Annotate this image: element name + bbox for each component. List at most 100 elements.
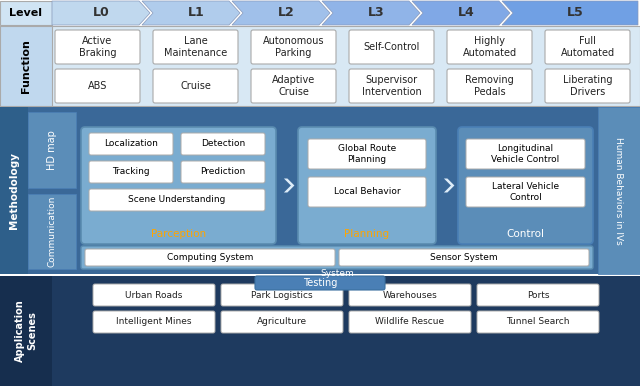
Text: System: System — [320, 269, 354, 278]
Bar — [0, 26, 52, 106]
FancyBboxPatch shape — [93, 311, 215, 333]
FancyBboxPatch shape — [93, 284, 215, 306]
FancyBboxPatch shape — [85, 249, 335, 266]
FancyBboxPatch shape — [221, 311, 343, 333]
Polygon shape — [232, 1, 330, 25]
FancyBboxPatch shape — [349, 311, 471, 333]
FancyBboxPatch shape — [458, 127, 593, 244]
FancyBboxPatch shape — [251, 69, 336, 103]
Text: Tunnel Search: Tunnel Search — [506, 318, 570, 327]
Text: L0: L0 — [93, 7, 109, 20]
Text: L2: L2 — [278, 7, 295, 20]
Polygon shape — [322, 1, 420, 25]
Bar — [0, 107, 640, 274]
Text: Urban Roads: Urban Roads — [125, 291, 182, 300]
Bar — [0, 276, 52, 386]
FancyBboxPatch shape — [298, 127, 436, 244]
Text: Human Behaviors in IVs: Human Behaviors in IVs — [614, 137, 623, 244]
Text: Agriculture: Agriculture — [257, 318, 307, 327]
Polygon shape — [444, 178, 454, 193]
FancyBboxPatch shape — [251, 30, 336, 64]
FancyBboxPatch shape — [349, 69, 434, 103]
Text: Scene Understanding: Scene Understanding — [128, 195, 226, 205]
Text: Lane
Maintenance: Lane Maintenance — [164, 36, 227, 58]
Text: Lateral Vehicle
Control: Lateral Vehicle Control — [492, 182, 559, 202]
FancyBboxPatch shape — [339, 249, 589, 266]
Text: Longitudinal
Vehicle Control: Longitudinal Vehicle Control — [492, 144, 559, 164]
FancyBboxPatch shape — [308, 177, 426, 207]
FancyBboxPatch shape — [477, 311, 599, 333]
FancyBboxPatch shape — [447, 30, 532, 64]
Text: Local Behavior: Local Behavior — [333, 188, 400, 196]
FancyBboxPatch shape — [349, 30, 434, 64]
FancyBboxPatch shape — [545, 30, 630, 64]
Text: Active
Braking: Active Braking — [79, 36, 116, 58]
FancyBboxPatch shape — [308, 139, 426, 169]
Text: HD map: HD map — [47, 130, 57, 170]
Text: Communication: Communication — [47, 196, 56, 267]
Text: Cruise: Cruise — [180, 81, 211, 91]
FancyBboxPatch shape — [349, 284, 471, 306]
Text: Planning: Planning — [344, 229, 390, 239]
Text: L4: L4 — [458, 7, 475, 20]
FancyBboxPatch shape — [221, 284, 343, 306]
Text: Self-Control: Self-Control — [364, 42, 420, 52]
Text: Sensor System: Sensor System — [430, 253, 498, 262]
Bar — [0, 276, 640, 386]
FancyBboxPatch shape — [466, 177, 585, 207]
Text: Adaptive
Cruise: Adaptive Cruise — [272, 75, 315, 97]
FancyBboxPatch shape — [466, 139, 585, 169]
Text: Testing: Testing — [303, 278, 337, 288]
Polygon shape — [52, 1, 150, 25]
Text: Localization: Localization — [104, 139, 158, 149]
Bar — [0, 1, 52, 25]
Polygon shape — [412, 1, 510, 25]
FancyBboxPatch shape — [181, 133, 265, 155]
Text: Global Route
Planning: Global Route Planning — [338, 144, 396, 164]
Text: Computing System: Computing System — [167, 253, 253, 262]
Text: Methodology: Methodology — [9, 152, 19, 229]
FancyBboxPatch shape — [89, 189, 265, 211]
Text: Prediction: Prediction — [200, 168, 246, 176]
Text: Removing
Pedals: Removing Pedals — [465, 75, 514, 97]
Bar — [0, 107, 28, 274]
Bar — [28, 193, 76, 269]
FancyBboxPatch shape — [81, 127, 276, 244]
Bar — [598, 107, 640, 274]
Text: Full
Automated: Full Automated — [561, 36, 614, 58]
Text: Function: Function — [21, 39, 31, 93]
Bar — [0, 26, 640, 106]
FancyBboxPatch shape — [81, 246, 593, 269]
Text: Detection: Detection — [201, 139, 245, 149]
FancyBboxPatch shape — [153, 69, 238, 103]
FancyBboxPatch shape — [89, 133, 173, 155]
Polygon shape — [284, 178, 294, 193]
Text: Wildlife Rescue: Wildlife Rescue — [376, 318, 445, 327]
Text: Control: Control — [506, 229, 545, 239]
Text: Highly
Automated: Highly Automated — [463, 36, 516, 58]
Text: Warehouses: Warehouses — [383, 291, 437, 300]
Text: Intelligent Mines: Intelligent Mines — [116, 318, 192, 327]
Text: L5: L5 — [567, 7, 584, 20]
FancyBboxPatch shape — [55, 30, 140, 64]
Text: Autonomous
Parking: Autonomous Parking — [263, 36, 324, 58]
Polygon shape — [142, 1, 240, 25]
Text: Liberating
Drivers: Liberating Drivers — [563, 75, 612, 97]
Text: L3: L3 — [368, 7, 385, 20]
Bar — [28, 112, 76, 188]
FancyBboxPatch shape — [545, 69, 630, 103]
Text: Ports: Ports — [527, 291, 549, 300]
FancyBboxPatch shape — [447, 69, 532, 103]
Text: ABS: ABS — [88, 81, 107, 91]
Text: Level: Level — [10, 8, 42, 18]
FancyBboxPatch shape — [55, 69, 140, 103]
FancyBboxPatch shape — [255, 276, 385, 290]
Text: Park Logistics: Park Logistics — [251, 291, 313, 300]
Text: Supervisor
Intervention: Supervisor Intervention — [362, 75, 421, 97]
Text: Application
Scenes: Application Scenes — [15, 300, 37, 362]
Text: L1: L1 — [188, 7, 205, 20]
Text: Parception: Parception — [151, 229, 206, 239]
Polygon shape — [502, 1, 638, 25]
FancyBboxPatch shape — [153, 30, 238, 64]
FancyBboxPatch shape — [89, 161, 173, 183]
